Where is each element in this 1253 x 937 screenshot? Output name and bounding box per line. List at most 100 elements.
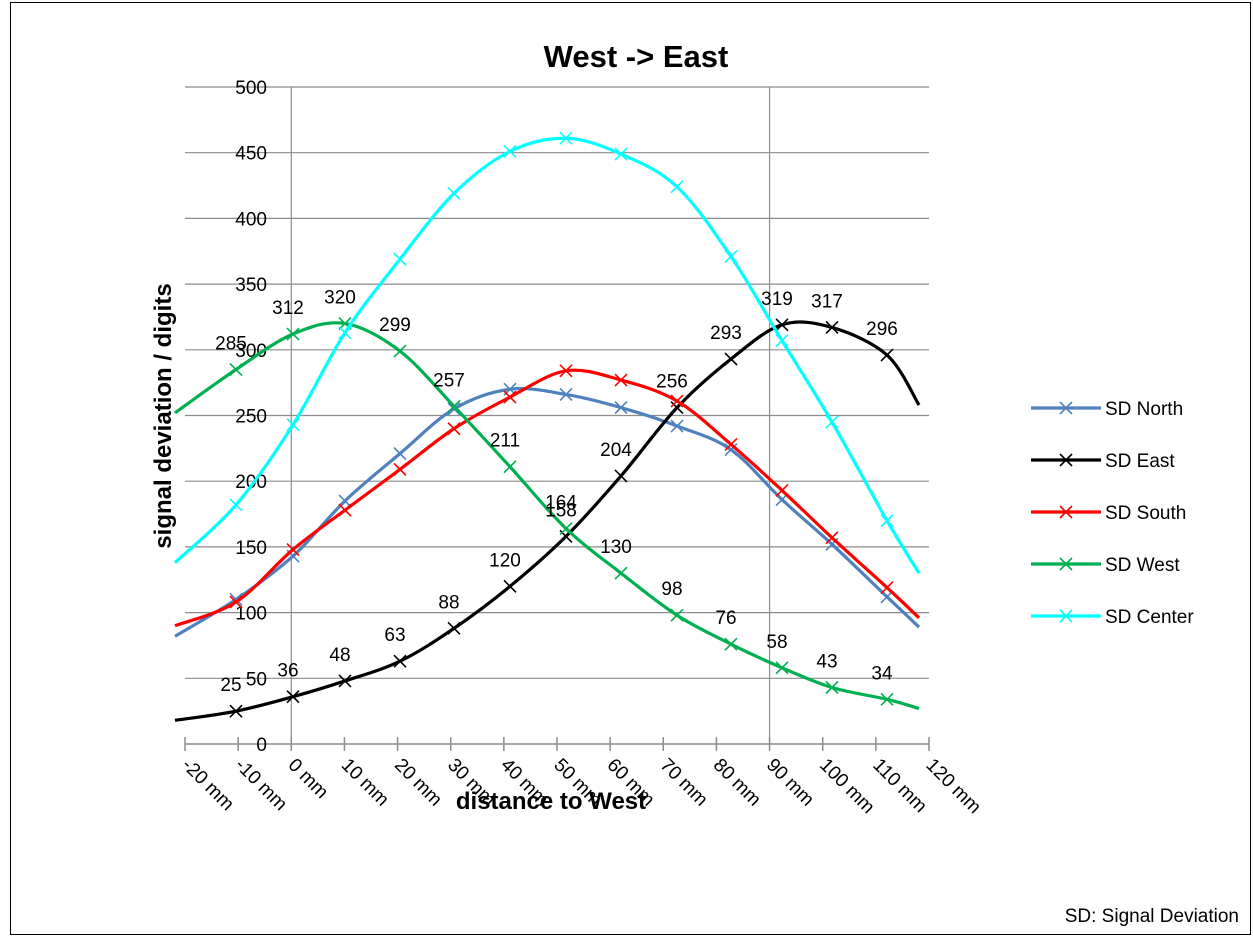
y-tick-label: 0 [256,735,267,756]
data-point [614,373,628,387]
chart-frame: West -> East 0 50 100 150 200 250 300 350 400 450… [10,2,1251,935]
data-point [447,186,461,200]
data-point [825,531,839,545]
data-label: 98 [661,579,682,600]
x-tick-label: 100 mm [815,755,878,818]
x-tick-label: 10 mm [337,755,393,811]
data-point [724,352,738,366]
legend-item: SD East [1031,451,1175,472]
y-axis-title: signal deviation / digits [150,283,177,548]
data-point [614,469,628,483]
data-point [724,249,738,264]
data-point [724,637,738,651]
data-point [503,460,517,474]
data-label: 299 [379,315,411,336]
data-point [670,180,684,194]
data-point [614,147,628,161]
data-point [338,674,352,688]
data-point [286,690,300,704]
data-point [559,364,573,378]
data-point [880,692,894,706]
y-tick-label: 100 [235,604,267,625]
data-point [670,608,684,622]
data-point [559,131,573,145]
legend-item: SD North [1031,399,1183,420]
data-point [286,327,300,341]
data-label: 312 [272,298,304,319]
x-tick-label: 120 mm [921,755,984,818]
x-tick-label: 0 mm [284,755,332,803]
data-point [880,514,894,528]
data-label: 204 [600,440,632,461]
x-tick-label: 80 mm [709,755,765,811]
data-point [338,326,352,340]
data-point [447,399,461,413]
data-label: 63 [384,625,405,646]
data-label: 296 [866,319,898,340]
data-point [447,402,461,416]
data-label: 58 [766,632,787,653]
data-label: 120 [489,550,521,571]
data-label: 257 [433,370,465,391]
x-tick-label: 110 mm [868,755,930,817]
series-sd-center [173,131,921,575]
series-sd-west [174,316,920,711]
legend-item: SD South [1031,503,1186,524]
data-point [775,334,789,348]
legend: SD North SD East SD South SD West SD Center [1031,399,1194,628]
data-label: 164 [545,493,577,514]
x-tick-label: -10 mm [231,755,291,815]
y-tick-label: 450 [235,144,267,165]
data-point [880,581,894,595]
series-sd-south [174,364,921,628]
y-tick-label: 250 [235,407,267,428]
data-point [559,521,573,536]
data-label: 43 [816,651,837,672]
data-point [393,447,407,461]
y-tick-label: 150 [235,538,267,559]
chart-title: West -> East [544,39,729,74]
data-point [229,704,243,718]
data-point [614,401,628,415]
data-point [503,390,517,404]
footnote: SD: Signal Deviation [1065,906,1239,927]
data-point [503,579,517,593]
data-label: 88 [438,592,459,613]
data-point [338,503,352,517]
data-labels: 25 36 48 63 88 120 158 204 256 293 319 317 296 285 312… [215,288,898,697]
data-point [393,462,407,476]
data-point [825,320,839,335]
data-point [559,387,573,402]
data-point [775,483,789,497]
data-point [825,680,839,695]
y-tick-label: 400 [235,209,267,230]
data-point [393,252,407,266]
x-tick-label: 20 mm [390,755,446,811]
data-point [775,318,789,332]
data-point [447,621,461,635]
legend-label: SD East [1105,451,1175,472]
axes: 0 50 100 150 200 250 300 350 400 450 500 -20 mm-10 … [177,78,984,818]
data-point [229,498,243,512]
data-point [614,566,628,580]
data-point [724,443,738,457]
data-point [670,394,684,408]
legend-label: SD North [1105,399,1183,420]
data-point [724,437,738,451]
data-point [775,661,789,675]
y-tick-label: 300 [235,341,267,362]
data-point [393,344,407,358]
data-label: 158 [545,500,577,521]
legend-label: SD Center [1105,607,1194,628]
y-tick-label: 50 [246,669,267,690]
data-label: 320 [324,288,356,309]
data-label: 25 [220,675,241,696]
data-label: 285 [215,334,247,355]
x-tick-label: 70 mm [656,755,712,811]
x-tick-label: 90 mm [762,755,818,811]
data-point [338,494,352,508]
data-point [503,144,517,158]
data-point [229,595,243,609]
data-point [670,419,684,433]
legend-item: SD West [1031,555,1180,576]
